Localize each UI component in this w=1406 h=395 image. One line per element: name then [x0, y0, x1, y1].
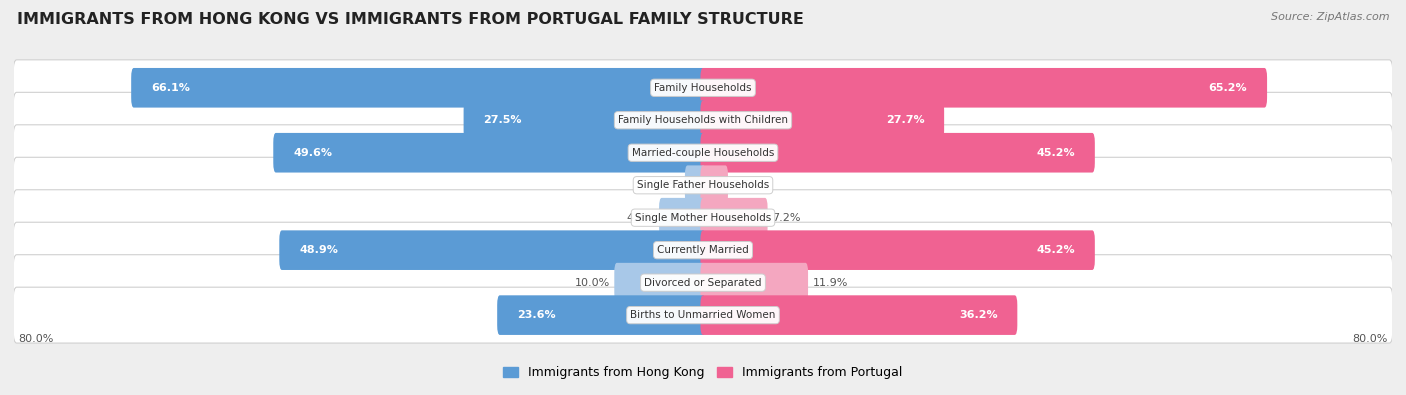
Text: Single Father Households: Single Father Households: [637, 180, 769, 190]
Text: 80.0%: 80.0%: [1353, 333, 1388, 344]
Text: 10.0%: 10.0%: [575, 278, 610, 288]
FancyBboxPatch shape: [700, 68, 1267, 107]
FancyBboxPatch shape: [700, 133, 1095, 173]
FancyBboxPatch shape: [13, 60, 1393, 116]
Text: 36.2%: 36.2%: [959, 310, 997, 320]
Legend: Immigrants from Hong Kong, Immigrants from Portugal: Immigrants from Hong Kong, Immigrants fr…: [503, 366, 903, 379]
FancyBboxPatch shape: [498, 295, 706, 335]
FancyBboxPatch shape: [685, 166, 706, 205]
FancyBboxPatch shape: [700, 263, 808, 303]
Text: 1.8%: 1.8%: [652, 180, 681, 190]
FancyBboxPatch shape: [13, 157, 1393, 213]
FancyBboxPatch shape: [13, 287, 1393, 343]
Text: Currently Married: Currently Married: [657, 245, 749, 255]
Text: Divorced or Separated: Divorced or Separated: [644, 278, 762, 288]
Text: 7.2%: 7.2%: [772, 213, 800, 223]
Text: 27.7%: 27.7%: [886, 115, 924, 125]
Text: Single Mother Households: Single Mother Households: [636, 213, 770, 223]
FancyBboxPatch shape: [13, 222, 1393, 278]
Text: 49.6%: 49.6%: [292, 148, 332, 158]
FancyBboxPatch shape: [700, 198, 768, 237]
Text: Married-couple Households: Married-couple Households: [631, 148, 775, 158]
Text: 2.6%: 2.6%: [733, 180, 761, 190]
Text: Family Households with Children: Family Households with Children: [619, 115, 787, 125]
Text: 4.8%: 4.8%: [626, 213, 655, 223]
FancyBboxPatch shape: [13, 190, 1393, 246]
FancyBboxPatch shape: [131, 68, 706, 107]
Text: Family Households: Family Households: [654, 83, 752, 93]
FancyBboxPatch shape: [700, 100, 945, 140]
Text: 80.0%: 80.0%: [18, 333, 53, 344]
FancyBboxPatch shape: [280, 230, 706, 270]
FancyBboxPatch shape: [13, 255, 1393, 310]
FancyBboxPatch shape: [614, 263, 706, 303]
Text: Source: ZipAtlas.com: Source: ZipAtlas.com: [1271, 12, 1389, 22]
Text: 27.5%: 27.5%: [484, 115, 522, 125]
FancyBboxPatch shape: [464, 100, 706, 140]
Text: 65.2%: 65.2%: [1209, 83, 1247, 93]
FancyBboxPatch shape: [700, 166, 728, 205]
Text: IMMIGRANTS FROM HONG KONG VS IMMIGRANTS FROM PORTUGAL FAMILY STRUCTURE: IMMIGRANTS FROM HONG KONG VS IMMIGRANTS …: [17, 12, 804, 27]
Text: 23.6%: 23.6%: [517, 310, 555, 320]
FancyBboxPatch shape: [13, 125, 1393, 181]
FancyBboxPatch shape: [700, 230, 1095, 270]
Text: 45.2%: 45.2%: [1036, 148, 1076, 158]
FancyBboxPatch shape: [13, 92, 1393, 148]
FancyBboxPatch shape: [700, 295, 1018, 335]
Text: 45.2%: 45.2%: [1036, 245, 1076, 255]
Text: 11.9%: 11.9%: [813, 278, 848, 288]
FancyBboxPatch shape: [659, 198, 706, 237]
Text: Births to Unmarried Women: Births to Unmarried Women: [630, 310, 776, 320]
FancyBboxPatch shape: [273, 133, 706, 173]
Text: 66.1%: 66.1%: [150, 83, 190, 93]
Text: 48.9%: 48.9%: [299, 245, 337, 255]
